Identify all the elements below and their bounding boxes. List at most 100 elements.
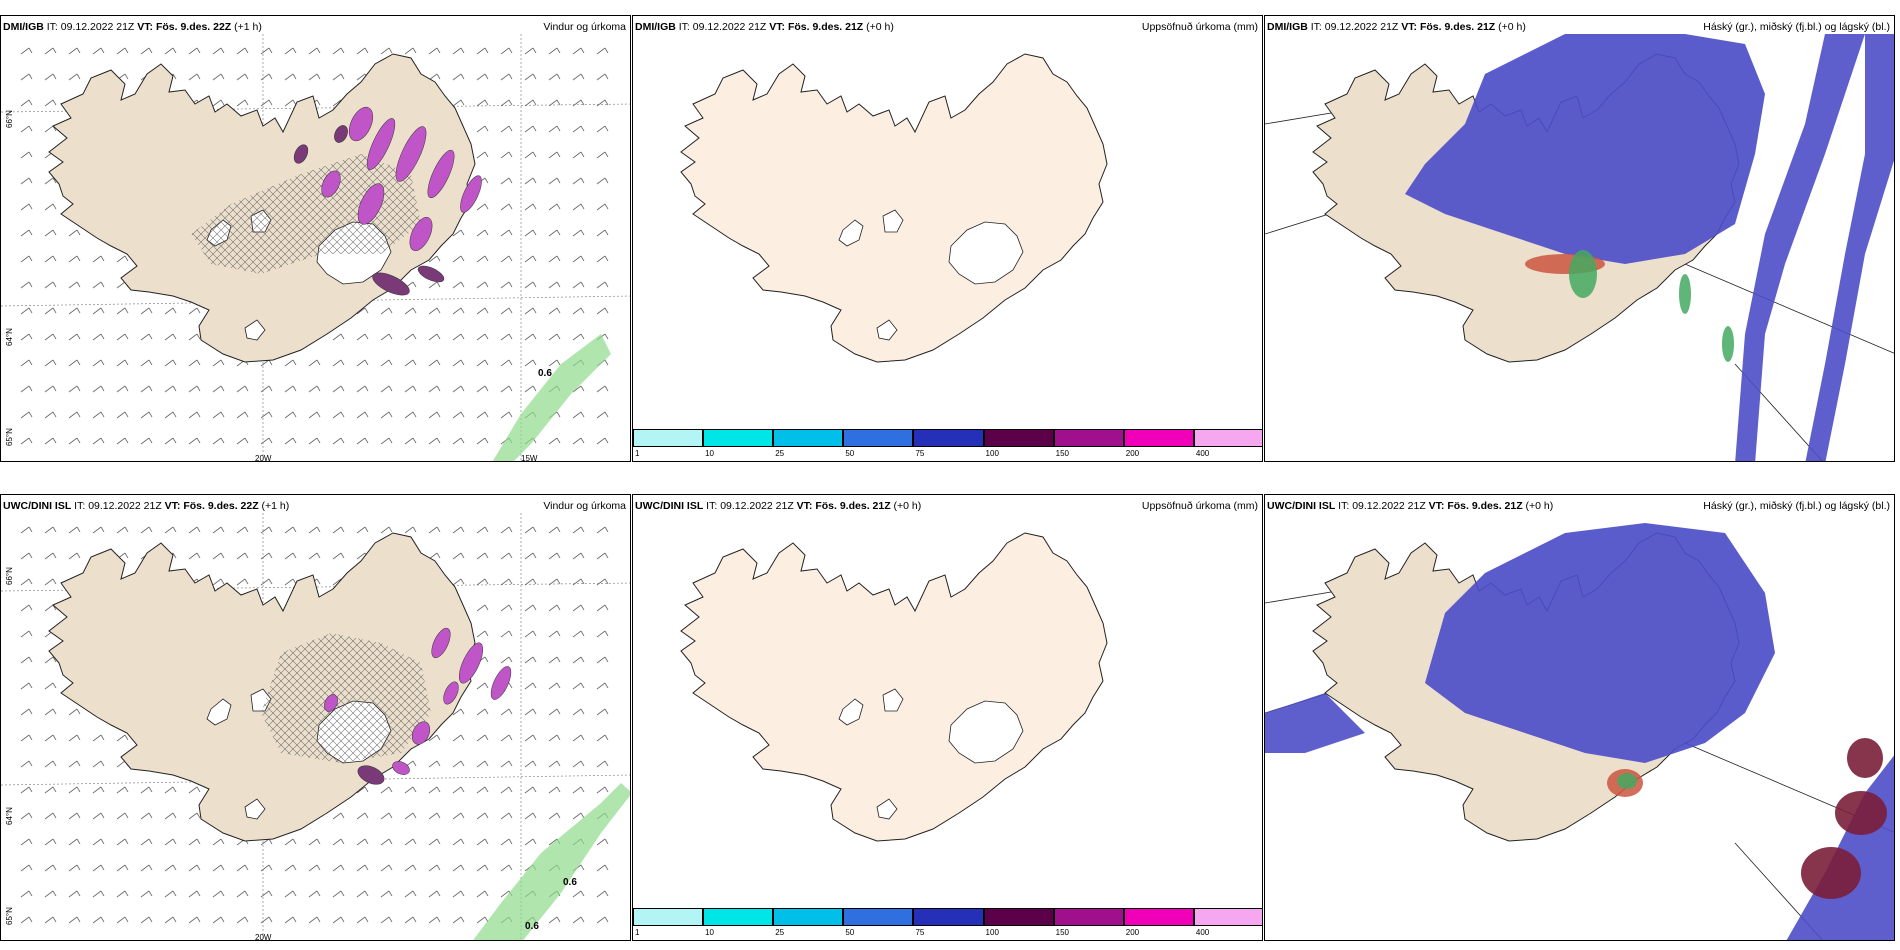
wind-barb-flag [484, 786, 489, 793]
wind-barb-flag [292, 47, 297, 54]
wind-barb [596, 890, 606, 898]
wind-barb-flag [76, 255, 81, 262]
wind-barb [524, 151, 534, 159]
wind-barb-flag [484, 656, 489, 663]
wind-barb [284, 359, 294, 367]
wind-barb-flag [388, 307, 393, 314]
colorbar-segment [983, 429, 1054, 447]
wind-barb [44, 333, 54, 341]
wind-barb-flag [28, 630, 33, 637]
wind-barb-flag [556, 734, 561, 741]
precip-cell [366, 118, 396, 170]
wind-barb-flag [484, 151, 489, 158]
wind-barb-flag [76, 708, 81, 715]
low-cloud-field [1425, 523, 1775, 763]
wind-barb [20, 708, 30, 716]
colorbar-tick: 150 [1055, 928, 1070, 937]
wind-barb-flag [28, 333, 33, 340]
wind-barb [428, 838, 438, 846]
wind-barb-flag [364, 864, 369, 871]
wind-barb-flag [412, 281, 417, 288]
wind-barb [308, 838, 318, 846]
wind-barb [308, 73, 318, 81]
wind-barb [452, 281, 462, 289]
colorbar-tick: 25 [775, 928, 785, 937]
wind-barb-flag [412, 838, 417, 845]
wind-barb [428, 359, 438, 367]
wind-barb-flag [52, 682, 57, 689]
wind-barb-flag [100, 307, 105, 314]
wind-barb-flag [124, 552, 129, 559]
wind-barb [116, 890, 126, 898]
wind-barb [548, 99, 558, 107]
wind-barb-flag [460, 359, 465, 366]
wind-barb [572, 916, 582, 924]
wind-barb-flag [268, 916, 273, 923]
iceland-landmass [680, 53, 1108, 363]
map-area [633, 34, 1262, 461]
wind-barb-flag [556, 916, 561, 923]
wind-barb-flag [604, 359, 609, 366]
wind-barb [356, 812, 366, 820]
wind-barb [524, 47, 534, 55]
wind-barb [476, 359, 486, 367]
wind-barb-flag [292, 916, 297, 923]
wind-barb-flag [484, 99, 489, 106]
wind-barb-flag [508, 656, 513, 663]
wind-barb [44, 864, 54, 872]
wind-barb [572, 203, 582, 211]
wind-barb [284, 99, 294, 107]
wind-barb [524, 812, 534, 820]
wind-barb [164, 307, 174, 315]
wind-barb-flag [460, 812, 465, 819]
wind-barb-flag [196, 890, 201, 897]
wind-barb [260, 552, 270, 560]
wind-barb [548, 630, 558, 638]
wind-barb [68, 916, 78, 924]
wind-barb-flag [604, 229, 609, 236]
wind-barb [68, 73, 78, 81]
wind-barb-flag [532, 578, 537, 585]
wind-barb-flag [556, 255, 561, 262]
wind-barb [524, 125, 534, 133]
wind-barb [476, 760, 486, 768]
wind-barb [356, 552, 366, 560]
wind-barb-flag [484, 890, 489, 897]
wind-barb [116, 864, 126, 872]
panel-accum-precip-uwc: UWC/DINI ISL IT: 09.12.2022 21Z VT: Fös.… [632, 494, 1263, 941]
wind-barb-flag [364, 838, 369, 845]
wind-barb [500, 99, 510, 107]
wind-barb-flag [124, 437, 129, 444]
wind-barb-flag [532, 359, 537, 366]
wind-barb-flag [508, 604, 513, 611]
panel-title: Vindur og úrkoma [543, 21, 626, 33]
wind-barb-flag [604, 47, 609, 54]
wind-barb-flag [556, 307, 561, 314]
wind-barb-flag [436, 307, 441, 314]
wind-barb-flag [484, 281, 489, 288]
wind-barb-flag [508, 578, 513, 585]
wind-barb-flag [460, 578, 465, 585]
wind-barb [236, 526, 246, 534]
wind-barb-flag [532, 333, 537, 340]
wind-barb-flag [604, 151, 609, 158]
wind-barb-flag [316, 47, 321, 54]
wind-barb [332, 359, 342, 367]
wind-barb-flag [436, 786, 441, 793]
wind-barb-flag [28, 786, 33, 793]
wind-barb-flag [484, 203, 489, 210]
wind-barb [356, 916, 366, 924]
wind-barb-flag [268, 552, 273, 559]
wind-barb [500, 708, 510, 716]
wind-barb [164, 890, 174, 898]
wind-barb [68, 734, 78, 742]
wind-barb-flag [484, 838, 489, 845]
wind-barb-flag [412, 760, 417, 767]
wind-barb [356, 786, 366, 794]
wind-barb [356, 307, 366, 315]
wind-barb [44, 47, 54, 55]
wind-barb-flag [52, 812, 57, 819]
wind-barb [476, 682, 486, 690]
wind-barb-flag [436, 812, 441, 819]
wind-barb [68, 255, 78, 263]
